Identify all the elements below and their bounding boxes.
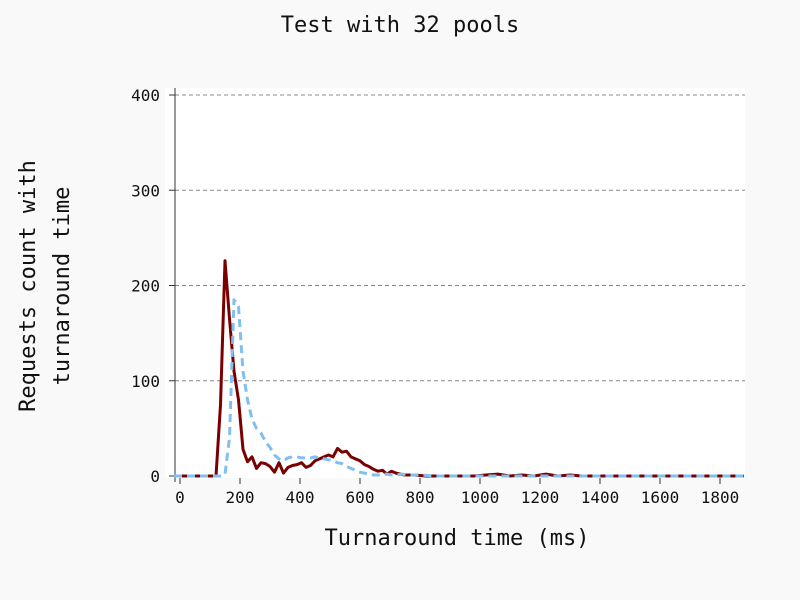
x-tick-label-2: 400: [286, 488, 315, 507]
x-ticks: 0 200 400 600 800 1000 1200 1400 1600 1800: [175, 478, 739, 507]
x-tick-label-4: 800: [406, 488, 435, 507]
y-tick-label-4: 400: [131, 86, 160, 105]
series-group: [174, 259, 744, 478]
y-tick-label-1: 100: [131, 372, 160, 391]
x-tick-label-3: 600: [346, 488, 375, 507]
y-axis-label: Requests count with turnaround time: [16, 160, 75, 412]
series-line-1: [174, 298, 744, 478]
x-tick-label-1: 200: [226, 488, 255, 507]
chart-title: Test with 32 pools: [281, 13, 519, 38]
gridlines: [175, 94, 745, 382]
x-tick-label-6: 1200: [521, 488, 560, 507]
plot-area: [165, 88, 745, 478]
y-axis-label-line-2: turnaround time: [50, 187, 75, 386]
x-tick-label-5: 1000: [461, 488, 500, 507]
y-tick-label-2: 200: [131, 277, 160, 296]
y-tick-label-3: 300: [131, 181, 160, 200]
x-tick-label-7: 1400: [581, 488, 620, 507]
y-axis-label-line-1: Requests count with: [16, 160, 41, 412]
y-ticks: 0 100 200 300 400: [131, 86, 175, 486]
x-tick-label-9: 1800: [701, 488, 740, 507]
y-tick-label-0: 0: [150, 467, 160, 486]
x-tick-label-8: 1600: [641, 488, 680, 507]
x-tick-label-0: 0: [175, 488, 185, 507]
x-axis-label: Turnaround time (ms): [325, 526, 590, 551]
